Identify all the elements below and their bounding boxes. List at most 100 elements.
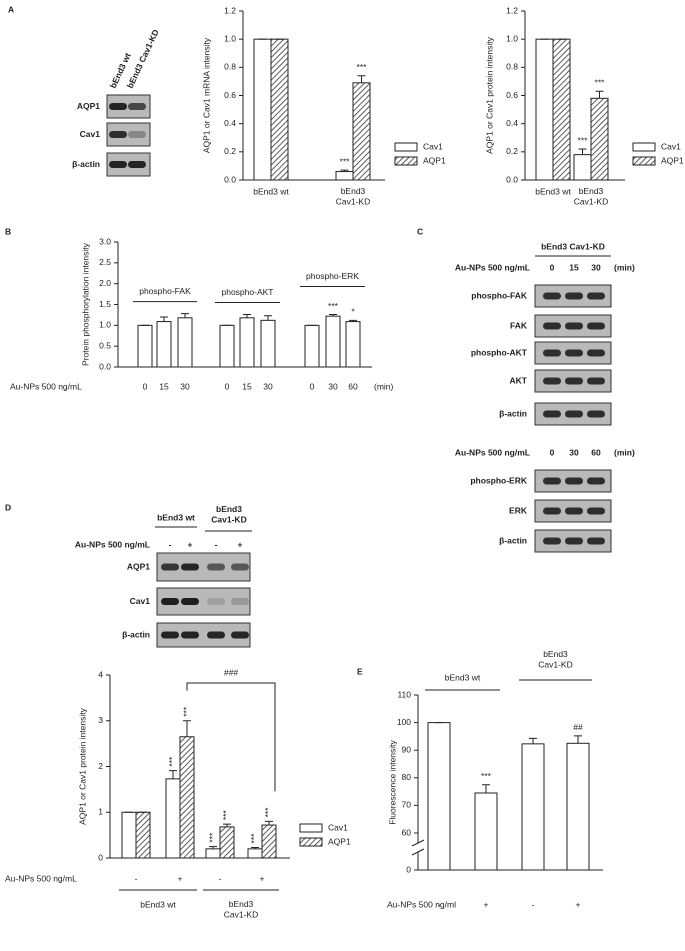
legend-swatch xyxy=(632,156,656,166)
blot-row-label: Cav1 xyxy=(130,596,151,606)
blot-band xyxy=(587,477,605,485)
group-label: phospho-FAK xyxy=(139,286,191,296)
x-tick-label: bEnd3 wt xyxy=(253,186,289,196)
blot-band xyxy=(181,631,199,639)
blot-band xyxy=(231,598,249,605)
x-tick-label: + xyxy=(260,873,265,883)
y-tick-label: 3 xyxy=(98,715,103,725)
blot-band xyxy=(207,598,225,605)
error-bar xyxy=(169,770,177,779)
blot-row-label: Cav1 xyxy=(80,129,101,139)
y-axis-label: Fluorescence intensity xyxy=(387,739,397,824)
error-bar xyxy=(578,148,587,155)
blot-row-label: ERK xyxy=(509,505,528,515)
legend-swatch xyxy=(299,837,323,847)
blot-band xyxy=(109,161,127,168)
blot-band xyxy=(109,131,127,138)
blot-band xyxy=(587,377,605,385)
bar xyxy=(521,743,545,871)
x-tick-label: 0 xyxy=(225,381,230,391)
axis-break xyxy=(411,848,425,856)
legend-label: Cav1 xyxy=(423,141,443,151)
error-bar xyxy=(482,784,490,793)
lane-label: + xyxy=(238,539,243,549)
bar xyxy=(566,742,590,871)
significance-marker: *** xyxy=(340,156,351,166)
bar xyxy=(325,315,341,368)
legend-label: AQP1 xyxy=(423,155,446,165)
panel-label: C xyxy=(417,226,423,236)
blot-row-label: AKT xyxy=(510,375,528,385)
blot-row-label: AQP1 xyxy=(77,101,100,111)
significance-marker: *** xyxy=(357,62,368,72)
legend-label: AQP1 xyxy=(328,836,351,846)
blot-row-label: AQP1 xyxy=(127,561,150,571)
y-tick-label: 3.0 xyxy=(99,236,111,246)
y-tick-label: 0.6 xyxy=(506,90,518,100)
x-tick-label: bEnd3 Cav1-KD xyxy=(336,186,370,207)
y-tick-label: 1.2 xyxy=(506,5,518,15)
text-line: bEnd3 xyxy=(216,504,242,514)
error-bar xyxy=(251,846,259,849)
blot-frame xyxy=(106,122,151,147)
blot-band xyxy=(128,161,146,168)
error-bar xyxy=(529,737,537,744)
y-axis-label: Protein phosphorylation intensity xyxy=(80,242,90,366)
bar xyxy=(247,848,263,859)
x-tick-label: - xyxy=(219,873,222,883)
x-axis-label: Au-NPs 500 ng/ml xyxy=(387,899,456,909)
blot-row-label: phospho-FAK xyxy=(471,290,528,300)
error-bar xyxy=(209,846,217,849)
lane-label: 0 xyxy=(550,262,555,272)
legend-swatch xyxy=(632,142,656,152)
bar xyxy=(135,811,151,859)
y-tick-label: 0.2 xyxy=(506,146,518,156)
y-tick-label: 0.6 xyxy=(224,90,236,100)
error-bar xyxy=(223,823,231,827)
x-tick-label: bEnd3 wt xyxy=(535,186,571,196)
error-bar xyxy=(160,316,168,322)
blot-group-label: bEnd3 Cav1-KD xyxy=(211,504,246,525)
text-line: bEnd3 xyxy=(229,899,254,909)
blot-band xyxy=(587,349,605,357)
bar xyxy=(261,824,277,859)
blot-group-label: bEnd3 wt xyxy=(157,512,195,522)
y-tick-label: 0 xyxy=(406,864,411,874)
x-unit-label: (min) xyxy=(374,381,394,391)
blot-band xyxy=(543,477,561,485)
blot-band xyxy=(543,377,561,385)
blot-row-label: phospho-AKT xyxy=(471,347,528,357)
error-bar xyxy=(181,313,189,318)
blot-band xyxy=(231,563,249,571)
treatment-label: Au-NPs 500 ng/mL xyxy=(455,447,530,457)
blot-row-label: β-actin xyxy=(499,535,527,545)
bar xyxy=(304,324,320,368)
y-tick-label: 0.5 xyxy=(99,340,111,350)
x-tick-label: - xyxy=(438,899,441,909)
legend-swatch xyxy=(394,142,418,152)
x-tick-label: 30 xyxy=(263,381,273,391)
panel-label: A xyxy=(8,4,14,14)
y-tick-label: 0.8 xyxy=(224,62,236,72)
blot-header: bEnd3 Cav1-KD xyxy=(541,241,605,251)
text-line: bEnd3 xyxy=(579,186,604,196)
blot-band xyxy=(128,103,146,110)
significance-marker: ## xyxy=(573,722,583,732)
y-tick-label: 0.4 xyxy=(506,118,518,128)
text-line: Cav1-KD xyxy=(336,197,370,207)
bar xyxy=(345,321,361,368)
bar xyxy=(535,38,554,181)
x-tick-label: 0 xyxy=(310,381,315,391)
lane-label: - xyxy=(169,539,172,549)
x-tick-label: + xyxy=(576,899,581,909)
y-tick-label: 2.0 xyxy=(99,278,111,288)
blot-band xyxy=(565,477,583,485)
blot-band xyxy=(161,631,179,639)
y-tick-label: 60 xyxy=(402,827,412,837)
group-label: bEnd3 Cav1-KD xyxy=(224,899,258,920)
significance-marker: * xyxy=(351,307,355,317)
blot-band xyxy=(207,631,225,639)
blot-band xyxy=(128,131,146,138)
bar xyxy=(573,154,592,181)
